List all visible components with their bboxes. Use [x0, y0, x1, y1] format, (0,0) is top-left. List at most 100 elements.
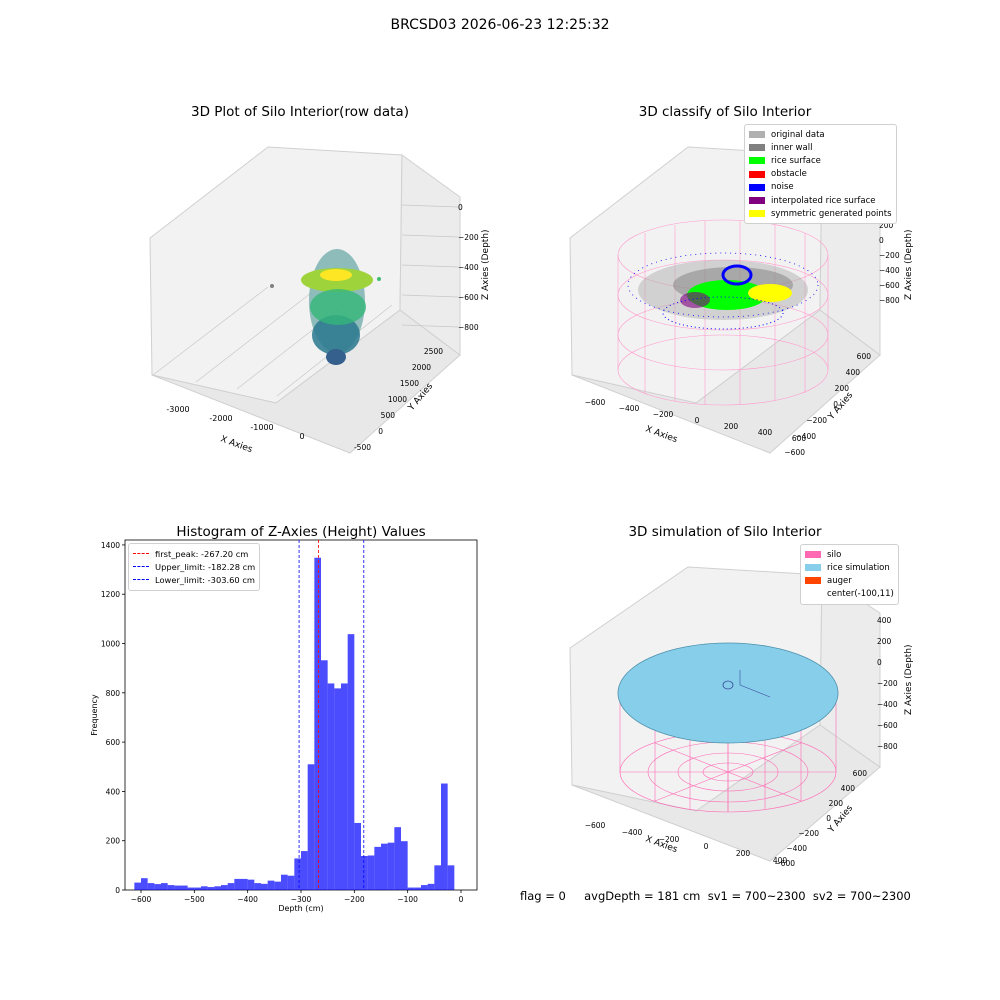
- histogram-bar: [407, 887, 415, 890]
- panel4-ytick: −200: [798, 829, 819, 838]
- panel4-xtick: 200: [736, 849, 751, 858]
- histogram-ytick-label: 1200: [101, 590, 120, 599]
- panel1-ytick: 2000: [412, 363, 431, 372]
- panel2-xtick: 600: [792, 434, 807, 443]
- histogram-bar: [174, 885, 181, 890]
- panel1-ytick: 1500: [400, 379, 419, 388]
- panel1-ztick: −200: [458, 233, 479, 242]
- legend-item: interpolated rice surface: [749, 194, 892, 207]
- panel4-zlabel: Z Axies (Depth): [904, 644, 914, 715]
- histogram-bar: [147, 883, 155, 890]
- legend-item: rice simulation: [805, 561, 894, 574]
- histogram-bar: [221, 885, 228, 890]
- panel1-ytick: 2500: [424, 347, 443, 356]
- panel1-gridline: [195, 292, 312, 383]
- legend-item: noise: [749, 181, 892, 194]
- panel4-xtick: −600: [585, 821, 606, 830]
- legend-swatch: [749, 210, 765, 218]
- panel1-ytick: -500: [354, 443, 371, 452]
- panel4-3d-plot: −600 −400 −200 0 200 400 −600 −400 −200 0 200 400 6…: [569, 566, 914, 868]
- panel2-xtick: −200: [653, 410, 674, 419]
- legend-label: first_peak: -267.20 cm: [155, 548, 249, 559]
- panel1-ztick: 0: [458, 203, 463, 212]
- histogram-xtick-label: −600: [131, 895, 152, 904]
- panel4-xtick: 0: [704, 842, 709, 851]
- histogram-bar: [287, 875, 295, 890]
- panel2-ytick: −200: [806, 416, 827, 425]
- panel2-ytick: −600: [784, 448, 805, 457]
- panel2-legend: original data inner wall rice surface obsta…: [744, 124, 897, 225]
- histogram-ytick-label: 1400: [101, 541, 120, 550]
- histogram-ylabel: Frequency: [90, 694, 99, 736]
- legend-line-swatch: [133, 553, 149, 555]
- legend-line-swatch: [133, 566, 149, 568]
- panel2-ztick: −400: [879, 266, 900, 275]
- panel2-xtick: 0: [695, 416, 700, 425]
- histogram-bar: [394, 827, 401, 890]
- panel4-center-marker: [722, 670, 771, 698]
- histogram-axes-frame: [124, 539, 478, 891]
- legend-item: original data: [749, 128, 892, 141]
- legend-label: silo: [827, 549, 842, 560]
- histogram-bar: [154, 884, 161, 890]
- panel2-ytick: 600: [857, 352, 872, 361]
- histogram-bar: [261, 883, 268, 890]
- panel4-ytick: 200: [829, 799, 844, 808]
- histogram-bar: [207, 887, 215, 890]
- histogram-ytick-label: 400: [106, 787, 121, 796]
- panel1-xtick: 0: [299, 432, 304, 441]
- legend-swatch: [805, 591, 821, 598]
- histogram-chart: −600 −500 −400 −300 −200 −100 0 0 200 400 600 800 1…: [90, 539, 478, 913]
- histogram-bar: [307, 764, 315, 890]
- panel2-ytick: 400: [846, 368, 861, 377]
- histogram-bar: [294, 858, 301, 890]
- panel1-title: 3D Plot of Silo Interior(row data): [191, 104, 409, 120]
- legend-swatch: [749, 170, 765, 178]
- panel2-zlabel: Z Axies (Depth): [904, 229, 914, 300]
- histogram-bar: [161, 883, 168, 890]
- histogram-bar: [234, 878, 241, 890]
- histogram-bar: [247, 879, 255, 890]
- panel1-ytick: 500: [381, 411, 396, 420]
- figure-title: BRCSD03 2026-06-23 12:25:32: [390, 17, 610, 33]
- histogram-bar: [327, 683, 335, 890]
- histogram-bar: [201, 886, 208, 890]
- histogram-ytick-label: 1000: [101, 640, 120, 649]
- legend-swatch: [749, 131, 765, 139]
- histogram-bar: [134, 882, 141, 890]
- histogram-bar: [414, 887, 421, 890]
- panel1-gridline: [152, 286, 269, 376]
- histogram-title: Histogram of Z-Axies (Height) Values: [176, 524, 426, 540]
- histogram-bar: [141, 878, 148, 890]
- histogram-bar: [254, 883, 261, 890]
- panel1-ytick: 0: [378, 427, 383, 436]
- panel4-ytick: −400: [786, 844, 807, 853]
- legend-item: center(-100,11): [805, 588, 894, 601]
- panel1-zlabel: Z Axies (Depth): [481, 229, 491, 300]
- legend-item: Upper_limit: -182.28 cm: [133, 560, 255, 573]
- legend-label: Upper_limit: -182.28 cm: [155, 561, 256, 572]
- histogram-bar: [187, 887, 195, 890]
- panel1-xlabel: X Axies: [219, 434, 254, 455]
- legend-swatch: [805, 577, 821, 585]
- legend-label: Lower_limit: -303.60 cm: [155, 574, 255, 585]
- histogram-bar: [367, 855, 375, 890]
- legend-label: rice simulation: [827, 562, 890, 573]
- histogram-bar: [434, 865, 441, 890]
- legend-label: noise: [771, 182, 794, 193]
- legend-label: obstacle: [771, 169, 807, 180]
- histogram-bar: [274, 881, 281, 890]
- histogram-bar: [347, 634, 355, 890]
- panel2-xtick: −400: [619, 404, 640, 413]
- histogram-bar: [447, 865, 455, 890]
- legend-line-swatch: [133, 579, 149, 581]
- histogram-bar: [181, 885, 188, 890]
- histogram-ytick-label: 200: [106, 837, 121, 846]
- legend-label: interpolated rice surface: [771, 195, 876, 206]
- panel2-xlabel: X Axies: [644, 424, 679, 445]
- histogram-bar: [241, 878, 248, 890]
- panel1-gridline: [401, 234, 459, 238]
- panel4-xtick: −200: [659, 835, 680, 844]
- panel2-ztick: −800: [879, 296, 900, 305]
- histogram-xtick-label: −300: [291, 895, 312, 904]
